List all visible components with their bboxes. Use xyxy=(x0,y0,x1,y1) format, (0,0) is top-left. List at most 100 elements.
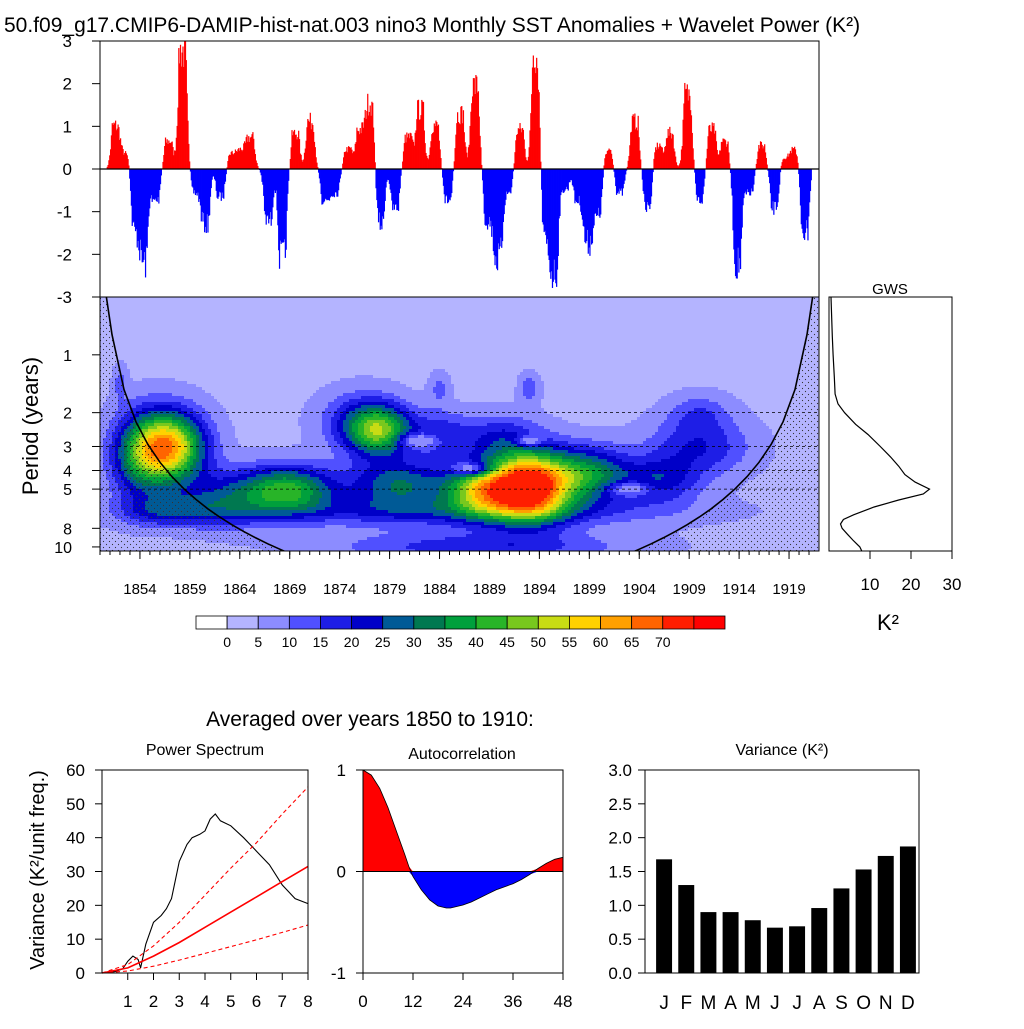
wavelet-power-cell xyxy=(604,303,607,306)
wavelet-power-cell xyxy=(454,306,457,309)
wavelet-power-cell xyxy=(319,339,322,342)
wavelet-power-cell xyxy=(223,336,226,339)
wavelet-power-cell xyxy=(496,339,499,342)
wavelet-power-cell xyxy=(469,315,472,318)
wavelet-power-cell xyxy=(343,336,346,339)
wavelet-power-cell xyxy=(304,333,307,336)
wavelet-power-cell xyxy=(322,345,325,348)
wavelet-power-cell xyxy=(643,333,646,336)
wavelet-power-cell xyxy=(169,327,172,330)
wavelet-power-cell xyxy=(472,324,475,327)
wavelet-power-cell xyxy=(424,300,427,303)
wavelet-power-cell xyxy=(208,300,211,303)
wavelet-power-cell xyxy=(655,336,658,339)
wavelet-power-cell xyxy=(559,330,562,333)
wavelet-power-cell xyxy=(433,342,436,345)
wavelet-power-cell xyxy=(238,336,241,339)
wavelet-power-cell xyxy=(136,339,139,342)
wavelet-power-cell xyxy=(445,300,448,303)
wavelet-power-cell xyxy=(277,321,280,324)
wavelet-power-cell xyxy=(316,327,319,330)
wavelet-power-cell xyxy=(424,342,427,345)
wavelet-power-cell xyxy=(130,318,133,321)
wavelet-power-cell xyxy=(532,312,535,315)
wavelet-power-cell xyxy=(436,300,439,303)
wavelet-power-cell xyxy=(565,321,568,324)
wavelet-power-cell xyxy=(430,336,433,339)
wavelet-power-cell xyxy=(709,306,712,309)
wavelet-power-cell xyxy=(658,330,661,333)
wavelet-power-cell xyxy=(280,336,283,339)
wavelet-power-cell xyxy=(442,315,445,318)
wavelet-power-cell xyxy=(682,342,685,345)
wavelet-power-cell xyxy=(427,339,430,342)
wavelet-power-cell xyxy=(631,327,634,330)
wavelet-power-cell xyxy=(625,303,628,306)
wavelet-power-cell xyxy=(151,342,154,345)
wavelet-power-cell xyxy=(121,345,124,348)
wavelet-power-cell xyxy=(475,336,478,339)
wavelet-power-cell xyxy=(727,303,730,306)
wavelet-power-cell xyxy=(268,324,271,327)
wavelet-power-cell xyxy=(172,339,175,342)
wavelet-power-cell xyxy=(706,309,709,312)
wavelet-power-cell xyxy=(313,303,316,306)
wavelet-power-cell xyxy=(502,327,505,330)
wavelet-power-cell xyxy=(685,333,688,336)
wavelet-power-cell xyxy=(169,306,172,309)
wavelet-power-cell xyxy=(313,318,316,321)
wavelet-power-cell xyxy=(742,345,745,348)
wavelet-power-cell xyxy=(487,342,490,345)
wavelet-power-cell xyxy=(787,318,790,321)
wavelet-power-cell xyxy=(328,327,331,330)
wavelet-power-cell xyxy=(802,315,805,318)
wavelet-power-cell xyxy=(148,324,151,327)
wavelet-power-cell xyxy=(499,327,502,330)
wavelet-power-cell xyxy=(190,327,193,330)
wavelet-power-cell xyxy=(538,330,541,333)
wavelet-power-cell xyxy=(496,312,499,315)
wavelet-power-cell xyxy=(757,312,760,315)
wavelet-power-cell xyxy=(766,339,769,342)
wavelet-power-cell xyxy=(547,315,550,318)
wavelet-power-cell xyxy=(193,315,196,318)
wavelet-power-cell xyxy=(139,309,142,312)
wavelet-power-cell xyxy=(604,327,607,330)
wavelet-power-cell xyxy=(397,342,400,345)
wavelet-power-cell xyxy=(220,303,223,306)
wavelet-power-cell xyxy=(763,315,766,318)
wavelet-power-cell xyxy=(715,327,718,330)
wavelet-power-cell xyxy=(241,330,244,333)
wavelet-power-cell xyxy=(682,300,685,303)
wavelet-power-cell xyxy=(310,333,313,336)
wavelet-power-cell xyxy=(550,321,553,324)
wavelet-power-cell xyxy=(751,324,754,327)
wavelet-power-cell xyxy=(412,312,415,315)
wavelet-power-cell xyxy=(301,306,304,309)
wavelet-power-cell xyxy=(730,324,733,327)
wavelet-power-cell xyxy=(478,330,481,333)
wavelet-power-cell xyxy=(571,309,574,312)
wavelet-power-cell xyxy=(643,324,646,327)
wavelet-power-cell xyxy=(169,333,172,336)
wavelet-power-cell xyxy=(673,345,676,348)
wavelet-power-cell xyxy=(298,321,301,324)
wavelet-power-cell xyxy=(340,342,343,345)
wavelet-power-cell xyxy=(172,348,175,351)
wavelet-power-cell xyxy=(196,321,199,324)
wavelet-power-cell xyxy=(340,300,343,303)
wavelet-power-cell xyxy=(616,336,619,339)
wavelet-power-cell xyxy=(745,306,748,309)
wavelet-power-cell xyxy=(202,306,205,309)
wavelet-power-cell xyxy=(133,330,136,333)
wavelet-power-cell xyxy=(700,339,703,342)
wavelet-power-cell xyxy=(232,315,235,318)
wavelet-power-cell xyxy=(343,330,346,333)
wavelet-power-cell xyxy=(625,330,628,333)
wavelet-power-cell xyxy=(586,345,589,348)
wavelet-power-cell xyxy=(631,300,634,303)
wavelet-power-cell xyxy=(679,318,682,321)
wavelet-power-cell xyxy=(505,303,508,306)
wavelet-power-cell xyxy=(121,330,124,333)
wavelet-power-cell xyxy=(523,312,526,315)
